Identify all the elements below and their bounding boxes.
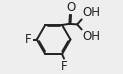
Text: OH: OH xyxy=(82,6,100,19)
Text: F: F xyxy=(25,33,31,46)
Text: O: O xyxy=(66,1,75,14)
Text: F: F xyxy=(61,60,68,73)
Text: OH: OH xyxy=(82,30,100,43)
